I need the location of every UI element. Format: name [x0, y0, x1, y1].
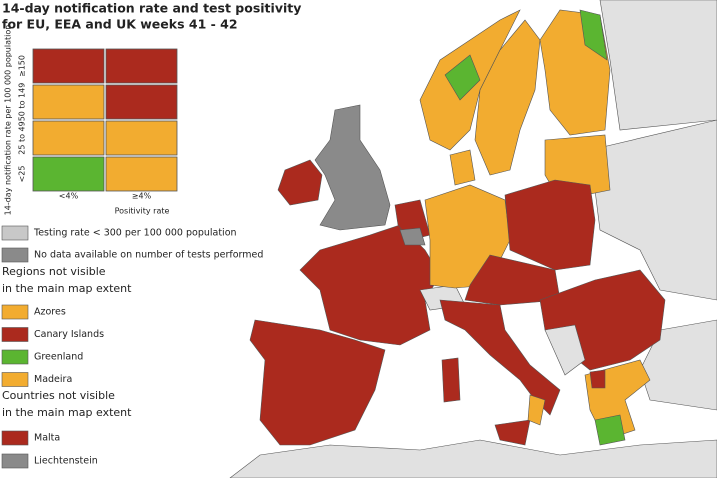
legend-swatch: [1, 327, 29, 342]
matrix-cell: [105, 156, 178, 192]
legend-label: Madeira: [34, 374, 72, 385]
sicily: [494, 419, 531, 446]
matrix-cell: [32, 48, 105, 84]
legend-swatch: [1, 225, 29, 241]
legend-swatch: [1, 349, 29, 365]
denmark: [449, 149, 476, 186]
matrix-cell: [105, 48, 178, 84]
matrix-cell: [32, 84, 105, 120]
title-backdrop: [0, 0, 262, 34]
col-label: ≥4%: [132, 192, 152, 201]
row-label: 25 to 49: [18, 121, 27, 154]
matrix-cell: [32, 120, 105, 156]
matrix-cell: [105, 120, 178, 156]
iberia: [249, 319, 386, 446]
puglia: [527, 394, 546, 426]
row-label: 50 to 149: [18, 83, 27, 122]
norway-green: [444, 54, 481, 101]
land-other: [589, 119, 717, 301]
legend-label: Liechtenstein: [34, 456, 98, 467]
row-label: ≥150: [18, 55, 27, 77]
land-other: [599, 0, 717, 131]
legend-swatch: [1, 247, 29, 263]
finland-green: [579, 9, 608, 61]
legend-swatch: [1, 453, 29, 469]
map: [229, 0, 717, 478]
balkans-grey: [544, 324, 586, 376]
ireland: [277, 159, 323, 206]
row-label: <25: [18, 166, 27, 183]
title: for EU, EEA and UK weeks 41 - 42: [2, 17, 238, 32]
legend-swatch: [1, 304, 29, 320]
sweden: [474, 19, 541, 176]
legend-label: No data available on number of tests per…: [34, 250, 263, 261]
legend-label: Canary Islands: [34, 329, 104, 340]
legend-label: Greenland: [34, 352, 83, 363]
matrix-y-label: 14-day notification rate per 100 000 pop…: [4, 25, 13, 216]
greece-green: [594, 414, 626, 446]
uk: [314, 104, 391, 231]
belgium-grey: [399, 227, 426, 246]
legend-label: Malta: [34, 433, 60, 444]
land-other: [639, 319, 717, 411]
legend-swatch: [1, 430, 29, 446]
land-other: [229, 439, 717, 478]
sardinia: [441, 357, 461, 403]
section-heading: in the main map extent: [2, 282, 132, 295]
section-heading: Countries not visible: [2, 389, 115, 402]
section-heading: Regions not visible: [2, 265, 106, 278]
legend-label: Azores: [34, 307, 66, 318]
greece-red: [589, 369, 606, 389]
matrix-cell: [32, 156, 105, 192]
legend-label: Testing rate < 300 per 100 000 populatio…: [33, 228, 237, 239]
matrix-x-label: Positivity rate: [115, 207, 170, 216]
legend-swatch: [1, 372, 29, 387]
matrix-cell: [105, 84, 178, 120]
title: 14-day notification rate and test positi…: [2, 1, 301, 16]
poland: [504, 179, 596, 271]
section-heading: in the main map extent: [2, 406, 132, 419]
col-label: <4%: [59, 192, 79, 201]
